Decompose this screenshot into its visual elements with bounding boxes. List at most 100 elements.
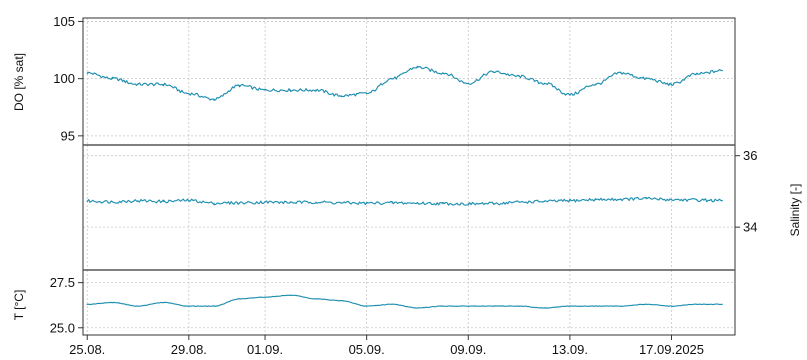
salinity-data-point bbox=[519, 202, 520, 203]
temperature-panel-frame bbox=[83, 270, 735, 335]
temperature-data-point bbox=[544, 307, 545, 308]
salinity-data-point bbox=[696, 199, 697, 200]
salinity-data-point bbox=[239, 202, 240, 203]
x-tick-label: 13.09. bbox=[552, 342, 588, 357]
salinity-axis-title: Salinity [-] bbox=[788, 184, 802, 237]
do-data-point bbox=[544, 83, 545, 84]
do-data-point bbox=[315, 90, 316, 91]
temperature-data-point bbox=[137, 306, 138, 307]
salinity-data-point bbox=[493, 203, 494, 204]
temperature-data-point bbox=[214, 306, 215, 307]
salinity-data-point bbox=[569, 200, 570, 201]
x-tick-label: 01.09. bbox=[247, 342, 283, 357]
temperature-data-point bbox=[265, 297, 266, 298]
temperature-data-point bbox=[290, 295, 291, 296]
temperature-data-point bbox=[468, 306, 469, 307]
series-layer bbox=[87, 66, 723, 308]
temperature-data-point bbox=[722, 304, 723, 305]
temperature-data-point bbox=[696, 304, 697, 305]
do-data-point bbox=[239, 85, 240, 86]
do-data-point bbox=[620, 72, 621, 73]
temperature-data-point bbox=[442, 306, 443, 307]
do-y-tick-label: 105 bbox=[53, 14, 75, 29]
salinity-panel-frame bbox=[83, 145, 735, 270]
salinity-data-point bbox=[163, 201, 164, 202]
salinity-data-point bbox=[265, 202, 266, 203]
do-data-point bbox=[163, 84, 164, 85]
salinity-data-point bbox=[722, 200, 723, 201]
do-data-point bbox=[722, 70, 723, 71]
temperature-data-point bbox=[188, 306, 189, 307]
do-data-point bbox=[569, 94, 570, 95]
temperature-data-point bbox=[112, 302, 113, 303]
temperature-data-point bbox=[87, 304, 88, 305]
salinity-data-point bbox=[315, 202, 316, 203]
salinity-data-point bbox=[671, 199, 672, 200]
salinity-data-point bbox=[137, 200, 138, 201]
do-data-point bbox=[392, 78, 393, 79]
temperature-data-point bbox=[417, 307, 418, 308]
do-axis-title: DO [% sat] bbox=[12, 53, 26, 111]
do-data-point bbox=[646, 78, 647, 79]
salinity-data-point bbox=[87, 201, 88, 202]
do-data-point bbox=[112, 78, 113, 79]
salinity-data-point bbox=[417, 203, 418, 204]
temperature-data-point bbox=[392, 304, 393, 305]
do-data-point bbox=[290, 90, 291, 91]
do-data-point bbox=[519, 76, 520, 77]
frame-layer bbox=[83, 18, 735, 335]
salinity-data-point bbox=[341, 202, 342, 203]
temperature-data-point bbox=[493, 306, 494, 307]
do-data-point bbox=[87, 72, 88, 73]
do-data-point bbox=[442, 72, 443, 73]
salinity-data-point bbox=[290, 202, 291, 203]
salinity-data-point bbox=[544, 201, 545, 202]
do-data-point bbox=[366, 93, 367, 94]
temperature-data-point bbox=[569, 306, 570, 307]
do-data-point bbox=[188, 93, 189, 94]
grid-layer bbox=[83, 18, 735, 335]
temperature-data-point bbox=[519, 306, 520, 307]
salinity-y-tick-label: 34 bbox=[743, 220, 757, 235]
salinity-data-point bbox=[214, 203, 215, 204]
temperature-y-tick-label: 25.0 bbox=[50, 320, 75, 335]
do-data-point bbox=[265, 90, 266, 91]
salinity-data-point bbox=[188, 200, 189, 201]
do-panel-frame bbox=[83, 18, 735, 145]
salinity-series-line bbox=[87, 197, 722, 205]
salinity-data-point bbox=[392, 202, 393, 203]
temperature-data-point bbox=[315, 298, 316, 299]
do-data-point bbox=[696, 74, 697, 75]
x-tick-label: 09.09. bbox=[450, 342, 486, 357]
x-tick-label: 05.09. bbox=[349, 342, 385, 357]
salinity-y-tick-label: 36 bbox=[743, 148, 757, 163]
do-data-point bbox=[595, 84, 596, 85]
temperature-data-point bbox=[163, 302, 164, 303]
x-tick-label: 29.08. bbox=[171, 342, 207, 357]
salinity-data-point bbox=[646, 198, 647, 199]
salinity-data-point bbox=[620, 199, 621, 200]
temperature-data-point bbox=[239, 298, 240, 299]
temperature-data-point bbox=[671, 306, 672, 307]
temperature-data-point bbox=[366, 306, 367, 307]
do-data-point bbox=[214, 99, 215, 100]
do-y-tick-label: 95 bbox=[61, 128, 75, 143]
salinity-data-point bbox=[468, 203, 469, 204]
do-data-point bbox=[671, 84, 672, 85]
temperature-data-point bbox=[620, 306, 621, 307]
do-data-point bbox=[468, 83, 469, 84]
do-data-point bbox=[341, 95, 342, 96]
do-data-point bbox=[417, 67, 418, 68]
temperature-data-point bbox=[341, 300, 342, 301]
salinity-data-point bbox=[112, 201, 113, 202]
do-data-point bbox=[493, 71, 494, 72]
x-tick-label: 17.09.2025 bbox=[639, 342, 704, 357]
temperature-y-tick-label: 27.5 bbox=[50, 275, 75, 290]
temperature-data-point bbox=[595, 306, 596, 307]
temperature-axis-title: T [°C] bbox=[12, 290, 26, 321]
salinity-data-point bbox=[366, 203, 367, 204]
salinity-data-point bbox=[442, 203, 443, 204]
temperature-data-point bbox=[646, 304, 647, 305]
do-data-point bbox=[137, 84, 138, 85]
